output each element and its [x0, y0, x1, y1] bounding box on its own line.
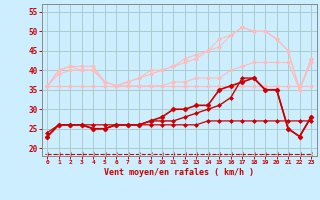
X-axis label: Vent moyen/en rafales ( km/h ): Vent moyen/en rafales ( km/h ): [104, 168, 254, 177]
